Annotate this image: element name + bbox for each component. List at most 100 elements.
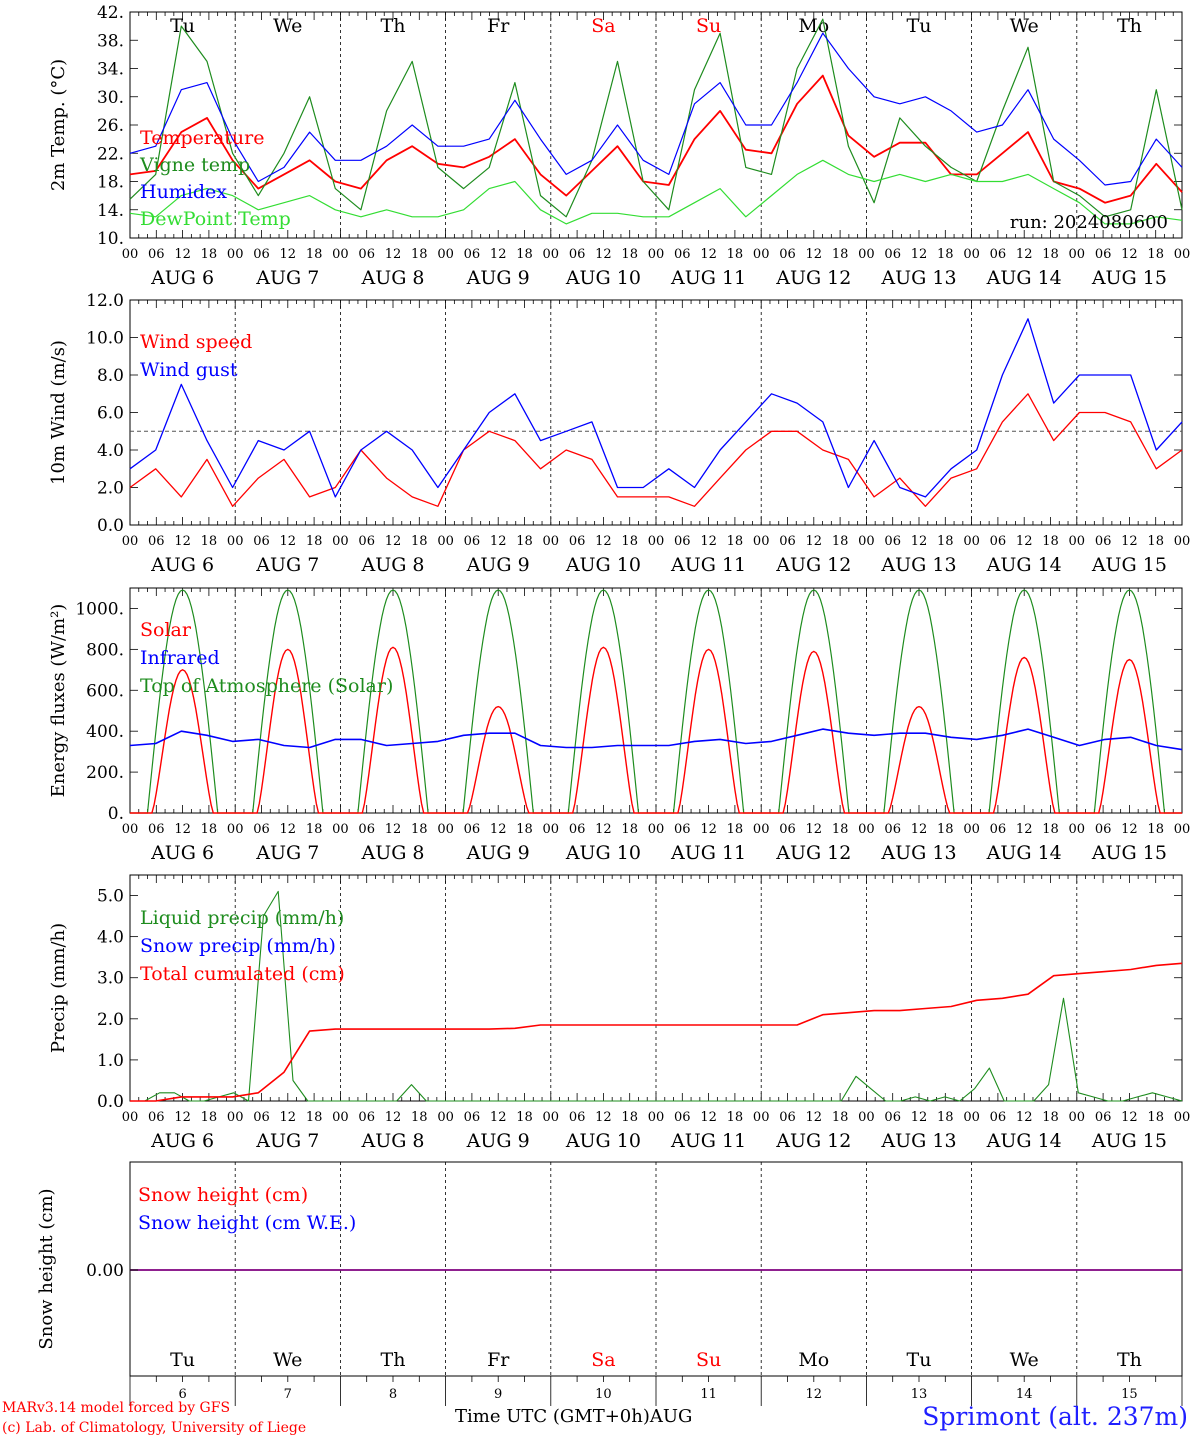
hour-tick-label: 06 [569,822,586,837]
hour-tick-label: 06 [990,534,1007,549]
weekday-label: Fr [487,15,510,37]
hour-tick-label: 00 [753,247,770,262]
date-label: AUG 13 [880,1130,956,1152]
hour-tick-label: 00 [332,247,349,262]
hour-tick-label: 00 [332,1110,349,1125]
y-axis-label: Precip (mm/h) [48,923,69,1053]
hour-tick-label: 18 [621,534,638,549]
y-tick-label: 3.0 [97,969,124,989]
hour-tick-label: 18 [201,247,218,262]
hour-tick-label: 06 [990,247,1007,262]
hour-tick-label: 00 [1069,822,1086,837]
weekday-label: We [273,15,302,37]
y-tick-label: 1000. [75,599,124,619]
hour-tick-label: 12 [1016,822,1033,837]
hour-tick-label: 00 [753,1110,770,1125]
date-label: AUG 9 [466,267,530,289]
date-label: AUG 13 [880,554,956,576]
y-tick-label: 0. [108,804,124,824]
hour-tick-label: 00 [753,534,770,549]
time-label: Time UTC (GMT+0h) [455,1406,650,1427]
date-label: AUG 8 [360,267,424,289]
hour-tick-label: 06 [148,1110,165,1125]
hour-tick-label: 18 [1147,1110,1164,1125]
series-wind-gust [129,318,1183,498]
hour-tick-label: 12 [174,1110,191,1125]
hour-tick-label: 06 [884,247,901,262]
hour-tick-label: 18 [201,1110,218,1125]
legend-entry: Snow height (cm) [138,1184,308,1206]
hour-tick-label: 06 [148,534,165,549]
date-label: AUG 9 [466,1130,530,1152]
hour-tick-label: 00 [437,247,454,262]
hour-tick-label: 00 [858,1110,875,1125]
weekday-label: Tu [170,1349,195,1371]
hour-tick-label: 06 [884,822,901,837]
weekday-label: Fr [487,1349,510,1371]
y-tick-label: 5.0 [97,887,124,907]
hour-tick-label: 18 [411,247,428,262]
hour-tick-label: 18 [937,534,954,549]
y-tick-label: 6.0 [97,404,124,424]
hour-tick-label: 00 [332,822,349,837]
hour-tick-label: 06 [779,1110,796,1125]
hour-tick-label: 00 [1069,534,1086,549]
model-credit: MARv3.14 model forced by GFS [2,1400,231,1416]
y-axis-label: 10m Wind (m/s) [48,340,69,485]
hour-tick-label: 18 [306,822,323,837]
hour-tick-label: 18 [621,822,638,837]
weekday-label: Sa [591,15,615,37]
hour-tick-label: 12 [700,1110,717,1125]
hour-tick-label: 00 [1069,247,1086,262]
hour-tick-label: 00 [227,247,244,262]
hour-tick-label: 06 [674,534,691,549]
y-tick-label: 14. [97,201,124,221]
y-tick-label: 4.0 [97,441,124,461]
hour-tick-label: 06 [358,534,375,549]
hour-tick-label: 12 [1121,1110,1138,1125]
weekday-label: Mo [798,1349,829,1371]
panel-frame-2 [129,299,1183,526]
day-number-label: 12 [806,1387,823,1402]
weekday-label: Tu [170,15,195,37]
date-label: AUG 6 [150,1130,214,1152]
hour-tick-label: 06 [779,822,796,837]
hour-tick-label: 12 [1016,247,1033,262]
date-label: AUG 15 [1091,1130,1167,1152]
legend-entry: DewPoint Temp [140,208,291,230]
hour-tick-label: 00 [963,534,980,549]
hour-tick-label: 06 [884,1110,901,1125]
hour-tick-label: 00 [963,247,980,262]
hour-tick-label: 06 [569,1110,586,1125]
date-label: AUG 12 [775,554,851,576]
hour-tick-label: 06 [674,247,691,262]
date-label: AUG 12 [775,267,851,289]
hour-tick-label: 12 [280,534,297,549]
date-label: AUG 11 [670,267,746,289]
y-tick-label: 0.00 [86,1261,124,1281]
date-label: AUG 9 [466,554,530,576]
legend-entry: Temperature [140,127,264,149]
hour-tick-label: 18 [306,534,323,549]
legend-entry: Wind gust [140,359,238,381]
date-label: AUG 12 [775,1130,851,1152]
hour-tick-label: 06 [358,822,375,837]
series-total-cumulated [130,962,1183,1102]
y-tick-label: 600. [86,681,124,701]
hour-tick-label: 18 [1147,534,1164,549]
hour-tick-label: 18 [516,534,533,549]
hour-tick-label: 06 [464,822,481,837]
hour-tick-label: 06 [358,1110,375,1125]
hour-tick-label: 12 [490,822,507,837]
hour-tick-label: 00 [858,247,875,262]
weekday-label: Sa [591,1349,615,1371]
y-tick-label: 1.0 [97,1051,124,1071]
y-tick-label: 10. [97,229,124,249]
date-label: AUG 10 [565,1130,641,1152]
hour-tick-label: 18 [1147,247,1164,262]
hour-tick-label: 18 [411,1110,428,1125]
hour-tick-label: 12 [1121,822,1138,837]
date-label: AUG 10 [565,267,641,289]
y-tick-label: 4.0 [97,928,124,948]
hour-tick-label: 18 [306,247,323,262]
